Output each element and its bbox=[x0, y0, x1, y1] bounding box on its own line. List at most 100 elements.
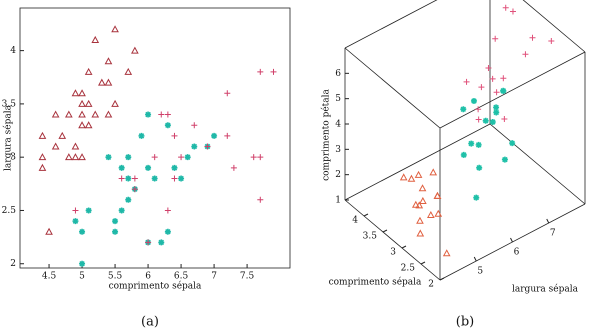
point bbox=[482, 117, 489, 124]
point bbox=[257, 196, 264, 203]
x-tick-label: 7.5 bbox=[240, 272, 255, 282]
point bbox=[118, 207, 125, 214]
point bbox=[171, 175, 178, 182]
point bbox=[124, 67, 133, 75]
point bbox=[111, 99, 119, 107]
y-tick-label: 2 bbox=[10, 259, 16, 269]
point bbox=[399, 173, 408, 181]
point bbox=[118, 164, 125, 171]
point bbox=[38, 153, 47, 161]
y-axis-label: largura sépala bbox=[3, 104, 14, 171]
point bbox=[104, 110, 113, 118]
point bbox=[418, 184, 427, 192]
point bbox=[478, 84, 485, 91]
point bbox=[78, 153, 86, 161]
axes-frame bbox=[19, 7, 291, 269]
point bbox=[145, 164, 152, 171]
point bbox=[131, 186, 138, 193]
z-tick-label: 1 bbox=[335, 196, 341, 206]
point bbox=[78, 89, 86, 97]
point bbox=[493, 89, 500, 96]
point bbox=[171, 132, 178, 139]
point bbox=[460, 151, 467, 158]
point bbox=[470, 97, 477, 104]
point bbox=[79, 228, 86, 235]
z-tick-label: 2 bbox=[335, 170, 341, 180]
point bbox=[91, 110, 100, 118]
point bbox=[104, 57, 113, 65]
x-tick-label: 6.5 bbox=[174, 272, 189, 282]
y-tick-label: 3 bbox=[390, 248, 396, 258]
point bbox=[211, 132, 218, 139]
point bbox=[79, 260, 86, 267]
z-tick-label: 5 bbox=[335, 94, 341, 104]
point bbox=[104, 78, 113, 86]
point bbox=[475, 106, 482, 113]
point bbox=[492, 35, 499, 42]
point bbox=[184, 154, 191, 161]
point bbox=[65, 153, 73, 161]
z-tick-label: 4 bbox=[335, 120, 341, 130]
point bbox=[45, 227, 53, 235]
point bbox=[460, 106, 467, 113]
point bbox=[125, 196, 132, 203]
point bbox=[433, 191, 442, 199]
point bbox=[158, 111, 165, 118]
y-axis-label: comprimento sépala bbox=[329, 277, 422, 288]
point bbox=[257, 154, 264, 161]
box-edge bbox=[344, 123, 491, 201]
point bbox=[71, 153, 80, 161]
point bbox=[178, 154, 185, 161]
point bbox=[416, 229, 425, 237]
point bbox=[158, 239, 165, 246]
point bbox=[257, 68, 264, 75]
point bbox=[489, 75, 496, 82]
tick-mark bbox=[546, 218, 550, 224]
point bbox=[501, 115, 508, 122]
point bbox=[111, 25, 119, 33]
point bbox=[500, 75, 507, 82]
point bbox=[230, 164, 237, 171]
x-tick-label: 4.5 bbox=[42, 272, 57, 282]
point bbox=[84, 67, 93, 75]
point bbox=[71, 89, 80, 97]
tick-mark bbox=[510, 237, 513, 243]
point bbox=[118, 175, 125, 182]
point bbox=[85, 207, 92, 214]
point bbox=[164, 207, 171, 214]
box-edge bbox=[489, 123, 586, 205]
z-tick-label: 6 bbox=[335, 69, 341, 79]
tick-mark bbox=[420, 261, 426, 265]
z-tick-label: 3 bbox=[335, 145, 341, 155]
box-edge bbox=[344, 0, 438, 49]
point bbox=[105, 154, 112, 161]
x-tick-label: 5.5 bbox=[108, 272, 123, 282]
point bbox=[204, 143, 211, 150]
y-tick-label: 3.5 bbox=[2, 99, 17, 109]
point bbox=[473, 194, 480, 201]
caption: (b) bbox=[456, 315, 474, 330]
y-tick-label: 4 bbox=[352, 216, 358, 226]
point bbox=[145, 239, 152, 246]
point bbox=[125, 154, 132, 161]
point bbox=[522, 51, 529, 58]
point bbox=[485, 65, 492, 72]
point bbox=[509, 8, 516, 15]
point bbox=[493, 104, 500, 111]
point bbox=[125, 175, 132, 182]
point bbox=[419, 196, 427, 204]
point bbox=[250, 154, 257, 161]
point bbox=[426, 210, 435, 219]
point bbox=[91, 35, 100, 43]
point bbox=[476, 164, 483, 171]
point bbox=[191, 143, 198, 150]
point bbox=[72, 218, 79, 225]
point bbox=[468, 140, 475, 147]
point bbox=[434, 209, 443, 217]
box-edge bbox=[344, 47, 441, 129]
y-tick-label: 4 bbox=[10, 46, 16, 56]
point bbox=[529, 34, 536, 41]
x-tick-label: 5 bbox=[477, 267, 483, 277]
point bbox=[78, 99, 86, 107]
